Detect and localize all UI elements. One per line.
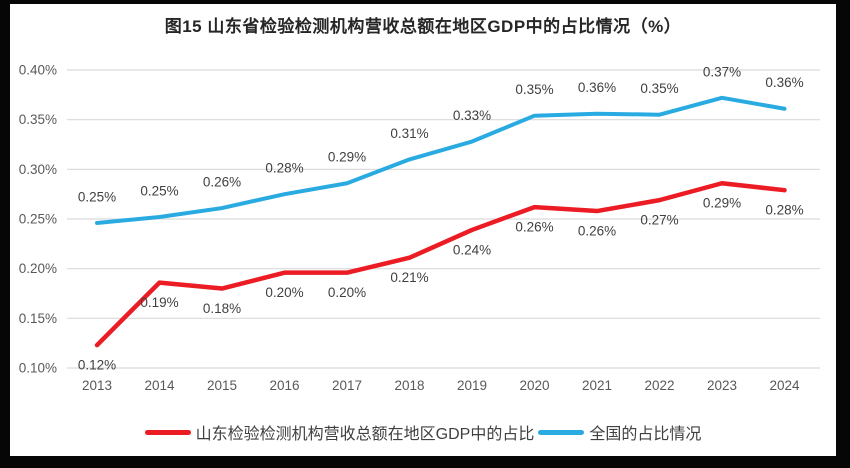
- data-label: 0.37%: [703, 64, 741, 79]
- data-label: 0.26%: [578, 224, 616, 239]
- data-label: 0.36%: [578, 80, 616, 95]
- x-axis-tick-label: 2020: [519, 378, 549, 393]
- data-label: 0.28%: [265, 161, 303, 176]
- x-axis-tick-label: 2018: [394, 378, 424, 393]
- blue-line-swatch-icon: [538, 429, 585, 435]
- x-axis-tick-label: 2024: [769, 378, 800, 393]
- x-axis-tick-label: 2015: [207, 378, 237, 393]
- x-axis-tick-label: 2021: [582, 378, 612, 393]
- y-axis-tick-label: 0.25%: [19, 212, 57, 227]
- chart-canvas: 0.40% 0.35% 0.30% 0.25% 0.20% 0.15% 0.10% 2013 2…: [19, 63, 820, 393]
- data-label: 0.28%: [765, 203, 803, 218]
- data-label: 0.24%: [453, 242, 491, 257]
- x-axis-tick-label: 2017: [332, 378, 362, 393]
- x-axis-tick-label: 2019: [457, 378, 487, 393]
- data-label: 0.35%: [640, 81, 678, 96]
- data-label: 0.31%: [390, 126, 428, 141]
- data-label: 0.26%: [203, 175, 241, 190]
- x-axis-tick-label: 2023: [707, 378, 737, 393]
- series-line-1: [95, 95, 787, 225]
- data-label: 0.18%: [203, 301, 241, 316]
- y-axis-tick-label: 0.35%: [19, 112, 57, 127]
- x-axis-tick-label: 2013: [82, 378, 112, 393]
- data-label: 0.35%: [515, 82, 553, 97]
- chart-title: 图15 山东省检验检测机构营收总额在地区GDP中的占比情况（%）: [164, 17, 682, 36]
- y-axis-tick-label: 0.15%: [19, 311, 57, 326]
- legend-label-shandong: 山东检验检测机构营收总额在地区GDP中的占比: [195, 426, 535, 443]
- y-axis-tick-label: 0.20%: [19, 261, 57, 276]
- data-label: 0.27%: [640, 213, 678, 228]
- red-line-swatch-icon: [144, 429, 191, 435]
- data-label: 0.26%: [515, 220, 553, 235]
- x-axis-tick-label: 2016: [269, 378, 299, 393]
- x-axis-tick-label: 2022: [644, 378, 674, 393]
- legend-item-shandong: 山东检验检测机构营收总额在地区GDP中的占比: [144, 420, 535, 444]
- y-axis-tick-label: 0.10%: [19, 361, 57, 376]
- data-label: 0.25%: [78, 189, 116, 204]
- data-label: 0.19%: [140, 295, 178, 310]
- legend-label-national: 全国的占比情况: [589, 426, 702, 443]
- y-axis-tick-label: 0.30%: [19, 162, 57, 177]
- series-line-0: [94, 180, 787, 348]
- data-label: 0.36%: [765, 75, 803, 90]
- data-label: 0.20%: [265, 285, 303, 300]
- chart-area: 图15 山东省检验检测机构营收总额在地区GDP中的占比情况（%） 0.40% 0.…: [10, 4, 836, 456]
- data-label: 0.33%: [453, 108, 491, 123]
- data-label: 0.21%: [390, 270, 428, 285]
- data-label: 0.25%: [140, 184, 178, 199]
- data-label: 0.20%: [328, 285, 366, 300]
- data-label: 0.29%: [328, 150, 366, 165]
- data-label: 0.12%: [78, 358, 116, 373]
- y-axis-tick-label: 0.40%: [19, 63, 57, 78]
- legend-item-national: 全国的占比情况: [538, 420, 701, 444]
- x-axis-tick-label: 2014: [144, 378, 175, 393]
- legend: 山东检验检测机构营收总额在地区GDP中的占比 全国的占比情况: [10, 420, 836, 444]
- data-label: 0.29%: [703, 196, 741, 211]
